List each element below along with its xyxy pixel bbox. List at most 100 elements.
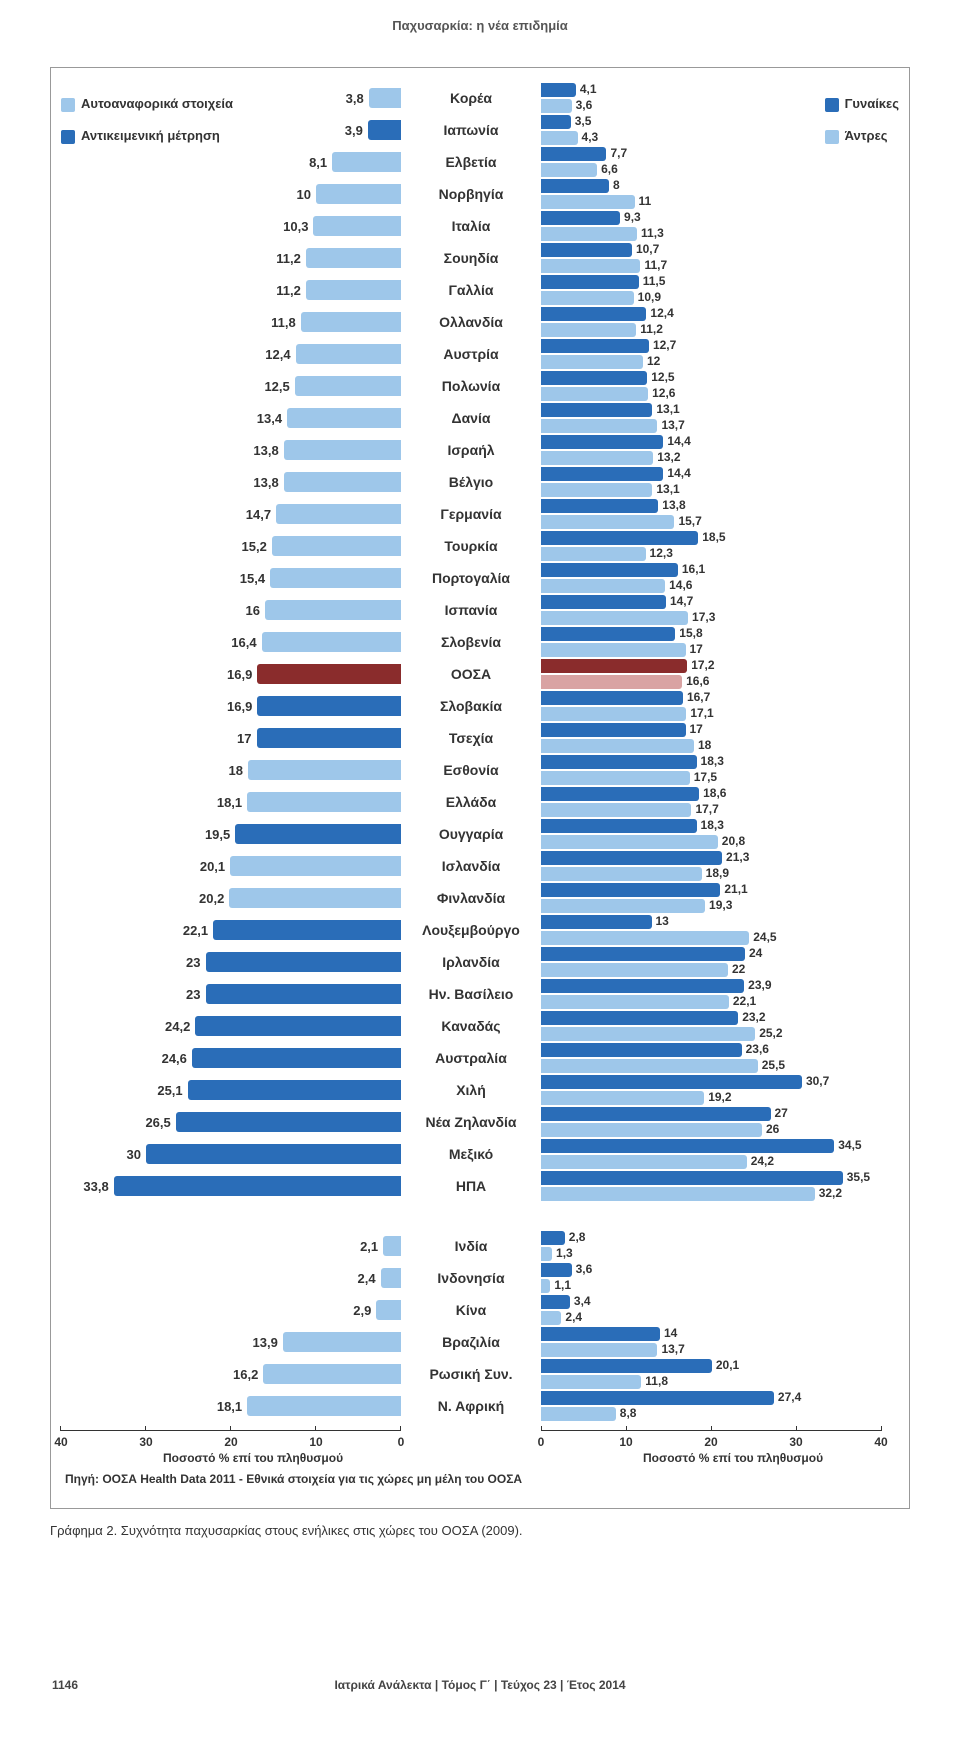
country-label: Εσθονία — [401, 762, 541, 778]
bar-male — [541, 1027, 755, 1041]
bar-left-value: 16 — [246, 603, 265, 618]
chart-row: 24,2Καναδάς23,225,2 — [61, 1010, 899, 1042]
bar-female — [541, 851, 722, 865]
bar-male-value: 12,3 — [650, 546, 673, 560]
bar-male — [541, 1375, 641, 1389]
bar-male-value: 13,7 — [661, 418, 684, 432]
source-line: Πηγή: ΟΟΣΑ Health Data 2011 - Εθνικά στο… — [61, 1468, 899, 1486]
bar-left-value: 15,4 — [240, 571, 270, 586]
bar-male-value: 12,6 — [652, 386, 675, 400]
chart-row: 33,8ΗΠΑ35,532,2 — [61, 1170, 899, 1202]
bar-female-value: 23,9 — [748, 978, 771, 992]
chart-row: 13,8Βέλγιο14,413,1 — [61, 466, 899, 498]
axis-tick-label: 30 — [789, 1435, 802, 1449]
bar-female-value: 10,7 — [636, 242, 659, 256]
country-label: Δανία — [401, 410, 541, 426]
country-label: ΟΟΣΑ — [401, 666, 541, 682]
bar-male — [541, 867, 702, 881]
bar-left-value: 8,1 — [309, 155, 332, 170]
bar-male-value: 12 — [647, 354, 660, 368]
bar-male-value: 1,3 — [556, 1246, 573, 1260]
bar-left-value: 30 — [127, 1147, 146, 1162]
bar-left-value: 11,2 — [276, 251, 306, 266]
bar-male-value: 15,7 — [678, 514, 701, 528]
bar-male — [541, 515, 674, 529]
chart-row: 11,8Ολλανδία12,411,2 — [61, 306, 899, 338]
bar-female-value: 16,1 — [682, 562, 705, 576]
bar-left-value: 3,8 — [346, 91, 369, 106]
country-label: Βέλγιο — [401, 474, 541, 490]
chart-row: 16Ισπανία14,717,3 — [61, 594, 899, 626]
country-label: Ουγγαρία — [401, 826, 541, 842]
page-footer: 1146 Ιατρικά Ανάλεκτα | Τόμος Γ΄ | Τεύχο… — [0, 1678, 960, 1722]
bar-male — [541, 547, 646, 561]
bar-female — [541, 1359, 712, 1373]
country-label: ΗΠΑ — [401, 1178, 541, 1194]
page-header: Παχυσαρκία: η νέα επιδημία — [0, 0, 960, 67]
country-label: Ισλανδία — [401, 858, 541, 874]
bar-female — [541, 915, 652, 929]
bar-left-value: 11,8 — [271, 315, 301, 330]
bar-male — [541, 387, 648, 401]
bar-male-value: 18,9 — [706, 866, 729, 880]
bar-female-value: 9,3 — [624, 210, 641, 224]
chart-row: 11,2Σουηδία10,711,7 — [61, 242, 899, 274]
bar-male — [541, 291, 634, 305]
bar-male — [541, 963, 728, 977]
bar-female — [541, 403, 652, 417]
bar-female — [541, 883, 720, 897]
bar-left-value: 16,9 — [227, 699, 257, 714]
bar-female — [541, 243, 632, 257]
country-label: Νέα Ζηλανδία — [401, 1114, 541, 1130]
bar-female-value: 17,2 — [691, 658, 714, 672]
country-label: Γαλλία — [401, 282, 541, 298]
chart-row: 16,4Σλοβενία15,817 — [61, 626, 899, 658]
bar-left-value: 20,1 — [200, 859, 230, 874]
bar-female-value: 14 — [664, 1326, 677, 1340]
bar-left — [284, 472, 401, 492]
country-label: Μεξικό — [401, 1146, 541, 1162]
bar-female — [541, 1011, 738, 1025]
bar-left-value: 17 — [237, 731, 256, 746]
bar-female-value: 12,4 — [650, 306, 673, 320]
chart-row: 3,8Κορέα4,13,6 — [61, 82, 899, 114]
bar-male-value: 25,5 — [762, 1058, 785, 1072]
bar-male — [541, 931, 749, 945]
bar-left-value: 22,1 — [183, 923, 213, 938]
bar-male — [541, 1091, 704, 1105]
axis-right: Ποσοστό % επί του πληθυσμού 010203040 — [541, 1430, 881, 1468]
country-label: Σλοβακία — [401, 698, 541, 714]
bar-male-value: 8,8 — [620, 1406, 637, 1420]
bar-female — [541, 371, 647, 385]
bar-female-value: 12,5 — [651, 370, 674, 384]
bar-male-value: 3,6 — [576, 98, 593, 112]
bar-left — [381, 1268, 401, 1288]
bar-male-value: 17,3 — [692, 610, 715, 624]
bar-left-value: 24,2 — [165, 1019, 195, 1034]
bar-male-value: 19,3 — [709, 898, 732, 912]
chart-row: 16,9Σλοβακία16,717,1 — [61, 690, 899, 722]
bar-left-value: 2,4 — [358, 1271, 381, 1286]
country-label: Ισραήλ — [401, 442, 541, 458]
bar-left — [284, 440, 401, 460]
bar-female — [541, 275, 639, 289]
country-label: Σλοβενία — [401, 634, 541, 650]
bar-female — [541, 307, 646, 321]
bar-female — [541, 659, 687, 673]
chart-row: 20,1Ισλανδία21,318,9 — [61, 850, 899, 882]
country-label: Λουξεμβούργο — [401, 922, 541, 938]
bar-left-value: 15,2 — [242, 539, 272, 554]
bar-male-value: 32,2 — [819, 1186, 842, 1200]
chart-row: 15,2Τουρκία18,512,3 — [61, 530, 899, 562]
chart-row: 10Νορβηγία811 — [61, 178, 899, 210]
chart-row: 13,4Δανία13,113,7 — [61, 402, 899, 434]
chart-row: 25,1Χιλή30,719,2 — [61, 1074, 899, 1106]
chart-row: 26,5Νέα Ζηλανδία2726 — [61, 1106, 899, 1138]
bar-male — [541, 643, 686, 657]
bar-left-value: 23 — [186, 987, 205, 1002]
bar-left — [263, 1364, 401, 1384]
bar-left-value: 18,1 — [217, 1399, 247, 1414]
chart-row: 20,2Φινλανδία21,119,3 — [61, 882, 899, 914]
bar-left — [146, 1144, 401, 1164]
bar-male-value: 10,9 — [638, 290, 661, 304]
